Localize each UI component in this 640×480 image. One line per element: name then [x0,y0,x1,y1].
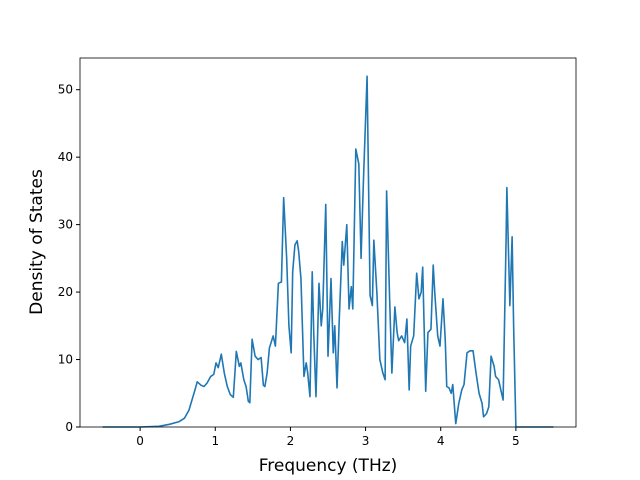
x-tick-label: 2 [287,434,295,448]
x-tick-label: 1 [211,434,219,448]
data-line [102,75,554,428]
y-tick-label: 30 [58,218,73,232]
x-tick-label: 5 [512,434,520,448]
x-tick-label: 4 [437,434,445,448]
y-tick-label: 40 [58,150,73,164]
y-tick-label: 50 [58,83,73,97]
x-tick-label: 0 [136,434,144,448]
y-tick-label: 0 [65,420,73,434]
y-axis-label: Density of States [27,169,47,315]
x-axis-label: Frequency (THz) [259,456,398,476]
x-tick-label: 3 [362,434,370,448]
y-tick-label: 20 [58,285,73,299]
plot-frame [79,57,577,428]
y-tick-label: 10 [58,353,73,367]
